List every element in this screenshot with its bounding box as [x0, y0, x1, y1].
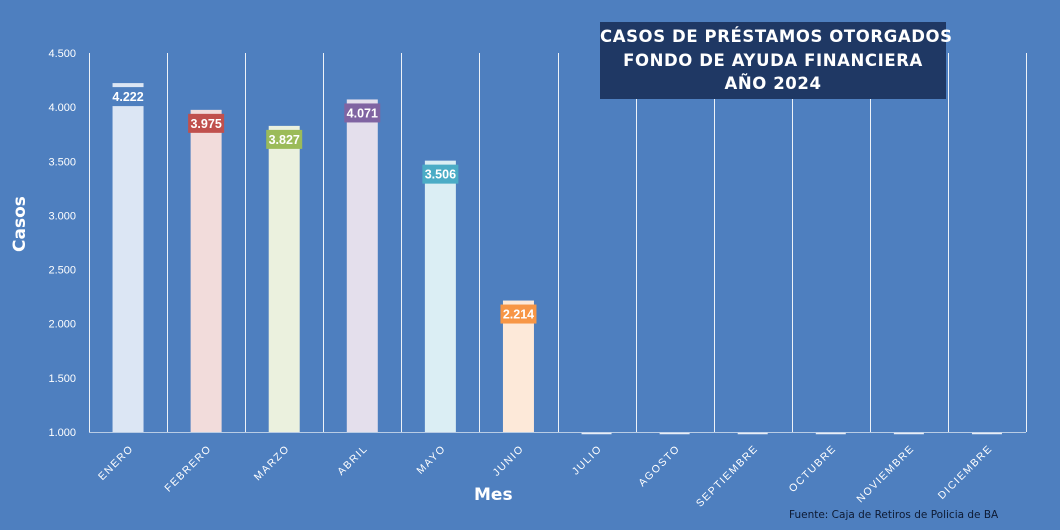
- bar: [346, 99, 378, 432]
- x-tick-label: OCTUBRE: [787, 443, 839, 495]
- chart-title-line-2: FONDO DE AYUDA FINANCIERA: [623, 50, 923, 70]
- y-axis-label: Casos: [10, 196, 30, 252]
- chart-title-line-3: AÑO 2024: [724, 74, 822, 93]
- bar: [190, 109, 222, 432]
- data-label-box: [344, 103, 381, 123]
- bar: [268, 125, 300, 433]
- data-label: 4.071: [347, 106, 378, 120]
- source-note: Fuente: Caja de Retiros de Policia de BA: [789, 509, 999, 521]
- data-label: 3.506: [425, 168, 456, 182]
- x-tick-label: ENERO: [96, 443, 136, 483]
- data-label: 2.214: [503, 308, 534, 322]
- chart-title-line-1: CASOS DE PRÉSTAMOS OTORGADOS: [600, 27, 953, 46]
- y-tick-label: 2.500: [48, 265, 76, 277]
- data-label-box: [422, 164, 459, 184]
- x-tick-label: DICIEMBRE: [936, 443, 995, 502]
- y-tick-label: 1.500: [48, 373, 76, 385]
- y-tick-label: 4.000: [48, 102, 76, 114]
- x-tick-label: SEPTIEMBRE: [694, 443, 761, 510]
- y-tick-label: 3.500: [48, 156, 76, 168]
- y-tick-label: 1.000: [48, 427, 76, 439]
- x-tick-label: MAYO: [414, 443, 448, 477]
- x-tick-label: JULIO: [570, 443, 605, 478]
- x-tick-label: FEBRERO: [162, 443, 214, 495]
- data-label-box: [500, 304, 537, 324]
- data-label-box: [266, 129, 303, 149]
- x-tick-label: MARZO: [252, 443, 293, 484]
- x-tick-label: ABRIL: [335, 443, 370, 478]
- x-tick-label: AGOSTO: [636, 443, 682, 489]
- bar: [112, 83, 144, 433]
- bar: [424, 160, 456, 433]
- data-label: 3.975: [190, 117, 221, 131]
- x-tick-label: NOVIEMBRE: [854, 443, 917, 506]
- y-tick-label: 4.500: [48, 48, 76, 60]
- y-tick-label: 3.000: [48, 210, 76, 222]
- y-tick-label: 2.000: [48, 319, 76, 331]
- data-label-box: [188, 113, 225, 133]
- x-tick-label: JUNIO: [491, 443, 527, 479]
- chart-title: CASOS DE PRÉSTAMOS OTORGADOS FONDO DE AY…: [600, 22, 953, 99]
- data-label-box: [110, 87, 147, 107]
- x-axis-label: Mes: [474, 485, 513, 505]
- data-label: 4.222: [112, 90, 143, 104]
- data-label: 3.827: [269, 133, 300, 147]
